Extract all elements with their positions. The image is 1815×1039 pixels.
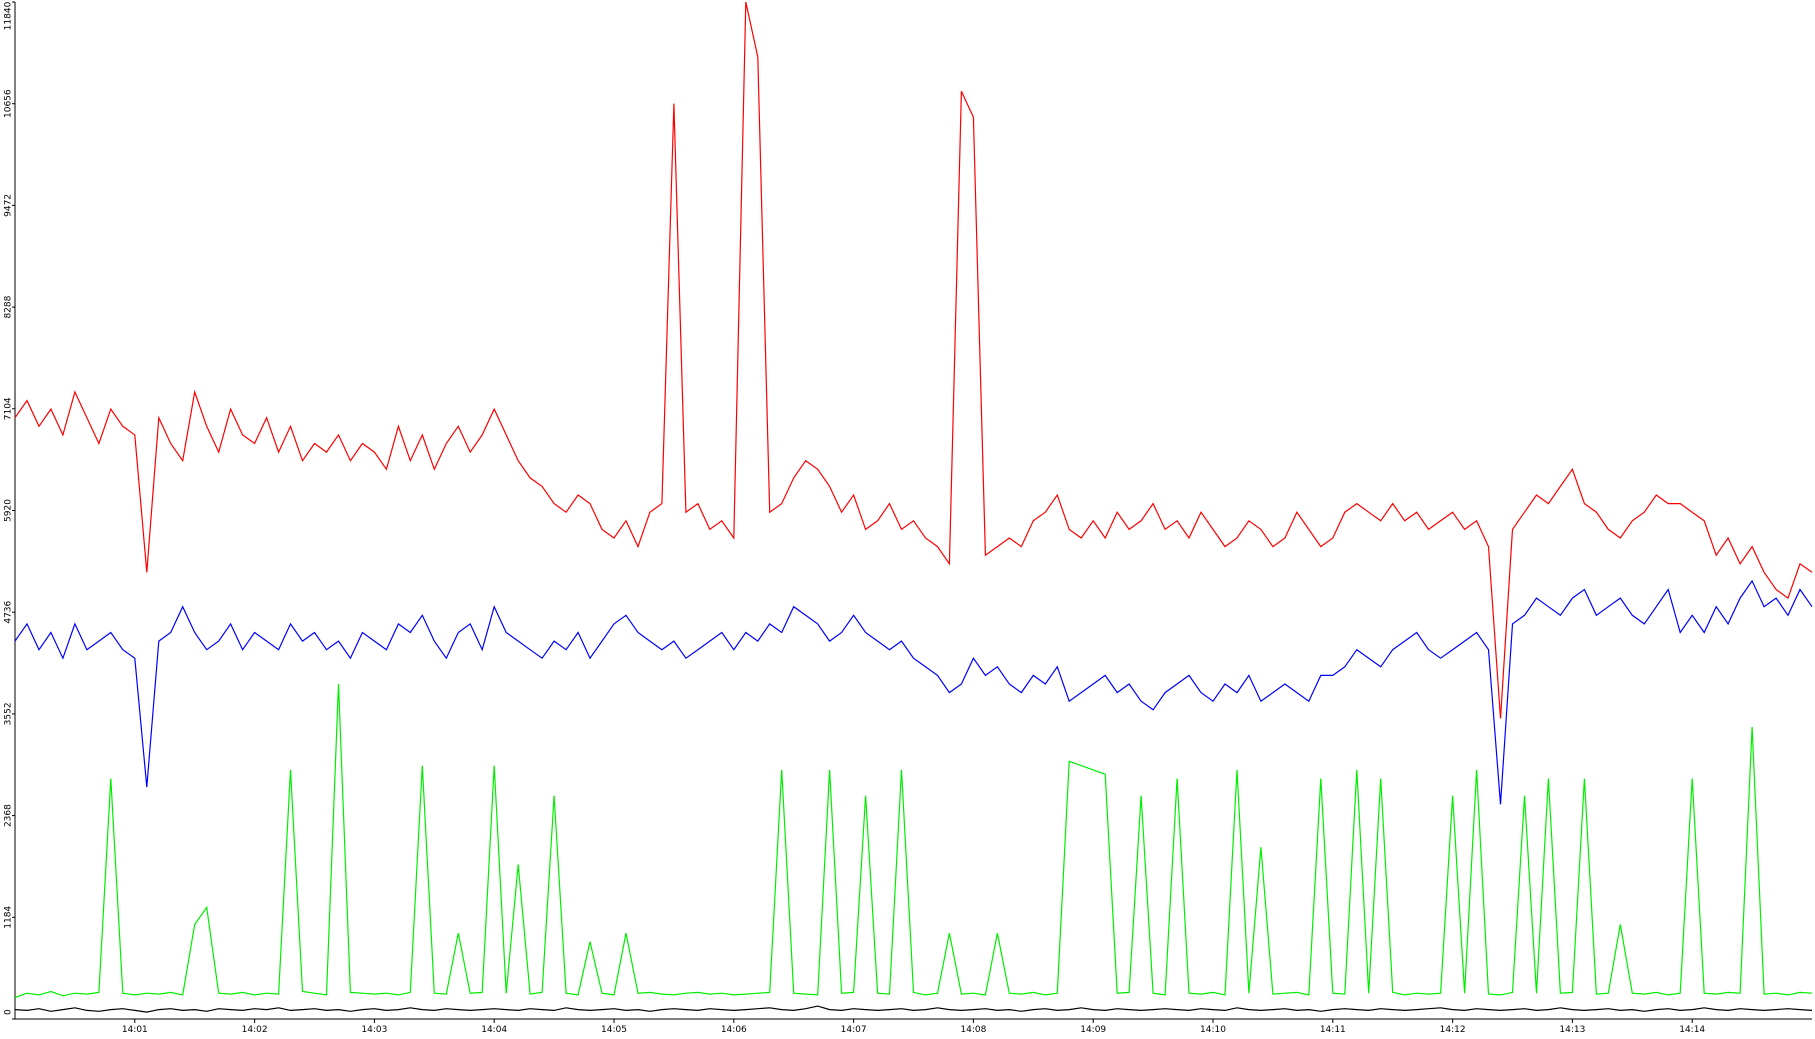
- x-tick-label: 14:14: [1679, 1025, 1705, 1035]
- series-line: [14, 1005, 1813, 1013]
- x-tick-label: 14:07: [841, 1025, 867, 1035]
- x-tick-label: 14:09: [1080, 1025, 1106, 1035]
- y-tick-label: 7104: [4, 397, 14, 420]
- x-tick-label: 14:06: [721, 1025, 747, 1035]
- series-line: [14, 683, 1813, 999]
- x-tick-label: 14:13: [1559, 1025, 1585, 1035]
- y-tick-label: 2368: [4, 804, 14, 827]
- y-tick-label: 11840: [4, 1, 14, 30]
- y-tick-label: 8288: [4, 295, 14, 318]
- y-tick-label: 1184: [4, 906, 14, 929]
- y-tick-label: 4736: [4, 600, 14, 623]
- y-tick-label: 0: [4, 1009, 14, 1015]
- y-tick-label: 9472: [4, 194, 14, 217]
- x-tick-label: 14:04: [481, 1025, 507, 1035]
- x-tick-label: 14:12: [1440, 1025, 1466, 1035]
- x-tick-label: 14:10: [1200, 1025, 1226, 1035]
- x-tick-label: 14:08: [960, 1025, 986, 1035]
- x-tick-label: 14:11: [1320, 1025, 1346, 1035]
- y-tick-label: 5920: [4, 499, 14, 522]
- x-tick-label: 14:03: [361, 1025, 387, 1035]
- x-tick-label: 14:02: [242, 1025, 268, 1035]
- y-tick-label: 3552: [4, 702, 14, 725]
- x-tick-label: 14:01: [122, 1025, 148, 1035]
- series-line: [14, 579, 1813, 805]
- series-line: [14, 1, 1813, 719]
- y-tick-label: 10656: [4, 89, 14, 118]
- x-tick-label: 14:05: [601, 1025, 627, 1035]
